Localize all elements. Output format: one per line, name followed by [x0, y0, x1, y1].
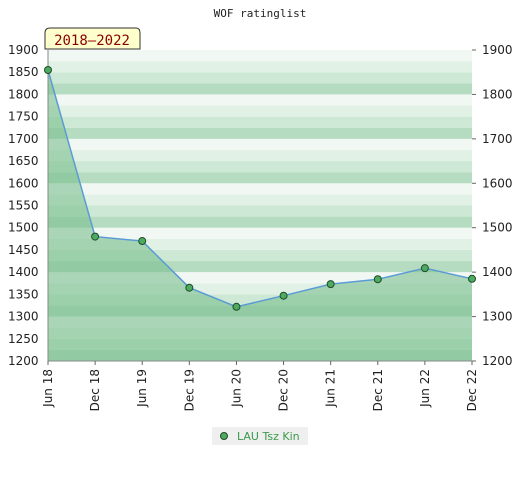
right-tick-label: 1600: [482, 176, 513, 190]
right-tick-label: 1700: [482, 132, 513, 146]
left-tick-label: 1400: [8, 265, 39, 279]
x-tick-label: Jun 18: [41, 369, 55, 408]
legend-marker: [220, 432, 228, 440]
left-tick-label: 1200: [8, 354, 39, 368]
left-tick-label: 1250: [8, 332, 39, 346]
series-area: [48, 69, 472, 361]
left-tick-label: 1650: [8, 154, 39, 168]
x-tick-label: Dec 22: [465, 369, 479, 411]
x-tick-label: Dec 21: [371, 369, 385, 411]
right-tick-label: 1200: [482, 354, 513, 368]
background-band: [48, 205, 472, 217]
chart-axes: [47, 50, 472, 362]
background-band: [48, 83, 472, 95]
x-tick-label: Jun 19: [135, 369, 149, 408]
chart-title: WOF ratinglist: [214, 7, 307, 20]
data-point: [44, 65, 52, 74]
period-badge-box: [44, 27, 141, 50]
left-tick-label: 1850: [8, 65, 39, 79]
data-point: [185, 283, 194, 292]
background-band: [48, 183, 472, 195]
data-point: [279, 291, 288, 300]
left-tick-label: 1550: [8, 199, 39, 213]
data-point: [91, 232, 100, 241]
right-tick-label: 1300: [482, 310, 513, 324]
background-band: [48, 72, 472, 84]
data-point: [420, 264, 429, 273]
right-y-axis-ticks: 1900 1800 1700 1600 1500 1400 1300 1200: [472, 43, 513, 368]
series-layer: [44, 65, 476, 311]
background-band: [48, 127, 472, 139]
background-band: [48, 294, 472, 306]
background-band: [48, 105, 472, 117]
data-point: [326, 280, 335, 289]
background-band: [48, 216, 472, 228]
background-band: [48, 194, 472, 206]
right-tick-label: 1500: [482, 221, 513, 235]
left-tick-label: 1350: [8, 287, 39, 301]
background-band: [48, 50, 472, 62]
data-point: [373, 275, 382, 284]
background-band: [48, 227, 472, 239]
background-band: [48, 94, 472, 106]
legend-box: [212, 427, 308, 445]
left-tick-label: 1450: [8, 243, 39, 257]
right-tick-label: 1800: [482, 87, 513, 101]
background-band: [48, 149, 472, 162]
left-tick-label: 1600: [8, 176, 39, 190]
x-tick-label: Jun 22: [418, 369, 432, 408]
x-tick-label: Dec 19: [182, 369, 196, 411]
data-point: [138, 237, 147, 246]
legend-series-label: LAU Tsz Kin: [237, 430, 300, 443]
area-fill-layer: [48, 69, 472, 361]
left-y-axis-ticks: 1900 1850 1800 1750 1700 1650 1600 1550 1500 1450…: [8, 43, 39, 368]
left-tick-label: 1800: [8, 87, 39, 101]
x-tick-label: Jun 21: [324, 369, 338, 408]
right-tick-label: 1400: [482, 265, 513, 279]
series-line: [47, 69, 473, 308]
left-tick-label: 1500: [8, 221, 39, 235]
background-band: [48, 161, 472, 173]
background-band: [48, 272, 472, 284]
x-tick-label: Jun 20: [229, 369, 243, 408]
x-tick-label: Dec 20: [277, 369, 291, 411]
left-tick-label: 1300: [8, 310, 39, 324]
x-tick-label: Dec 18: [88, 369, 102, 411]
background-band: [48, 261, 472, 273]
data-point: [232, 302, 241, 311]
x-axis-ticks: Jun 18 Dec 18 Jun 19 Dec 19 Jun 20 Dec 20 Jun …: [41, 361, 479, 411]
background-band: [48, 172, 472, 184]
background-band: [48, 138, 472, 150]
background-band: [48, 238, 472, 250]
data-point: [468, 274, 476, 283]
period-badge-text: 2018–2022: [54, 33, 130, 49]
background-band: [48, 61, 472, 73]
background-band: [48, 249, 472, 262]
left-tick-label: 1750: [8, 110, 39, 124]
right-tick-label: 1900: [482, 43, 513, 57]
legend: LAU Tsz Kin: [212, 427, 308, 445]
period-badge: 2018–2022: [44, 27, 141, 50]
left-tick-label: 1700: [8, 132, 39, 146]
left-tick-label: 1900: [8, 43, 39, 57]
background-band: [48, 116, 472, 128]
background-band: [48, 283, 472, 295]
